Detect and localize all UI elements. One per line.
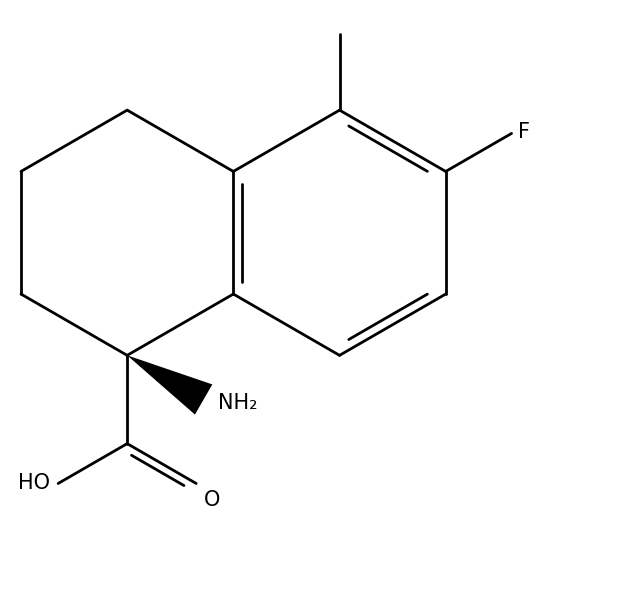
Text: HO: HO [19,473,50,493]
Polygon shape [127,355,212,415]
Text: O: O [204,490,220,510]
Text: NH₂: NH₂ [218,393,257,414]
Text: F: F [518,122,530,142]
